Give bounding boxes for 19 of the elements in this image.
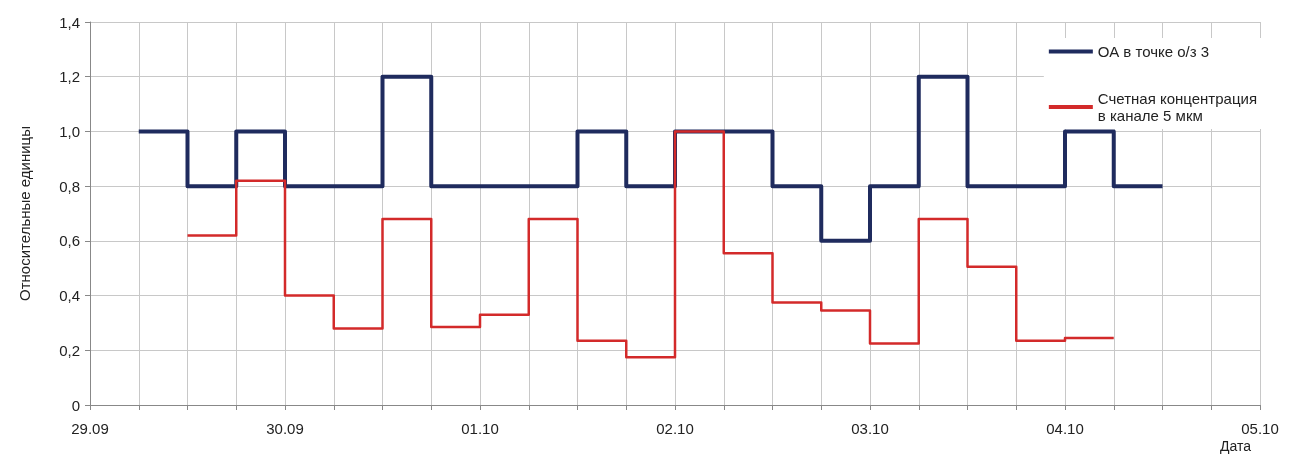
x-tick-label: 03.10 [851, 420, 889, 437]
y-tick-label: 0,6 [59, 232, 80, 250]
legend-label: ОА в точке о/з 3 [1097, 43, 1210, 60]
x-tick-label: 04.10 [1046, 420, 1084, 437]
y-tick-label: 0,2 [59, 341, 80, 359]
x-tick-label: 29.09 [71, 420, 109, 437]
y-axis-title: Относительные единицы [16, 126, 33, 301]
x-tick-label: 01.10 [461, 420, 499, 437]
y-tick-label: 0,8 [59, 177, 80, 195]
x-tick-label: 02.10 [656, 420, 694, 437]
legend-label: Счетная концентрация в канале 5 мкм [1097, 90, 1258, 124]
x-axis-title: Дата [1220, 438, 1252, 454]
y-tick-label: 0,4 [59, 287, 80, 305]
x-tick-label: 30.09 [266, 420, 304, 437]
y-tick-label: 0 [71, 396, 80, 414]
y-tick-label: 1,4 [59, 13, 80, 31]
x-tick-label: 05.10 [1241, 420, 1279, 437]
y-tick-label: 1,0 [59, 122, 80, 140]
y-tick-label: 1,2 [59, 68, 80, 86]
